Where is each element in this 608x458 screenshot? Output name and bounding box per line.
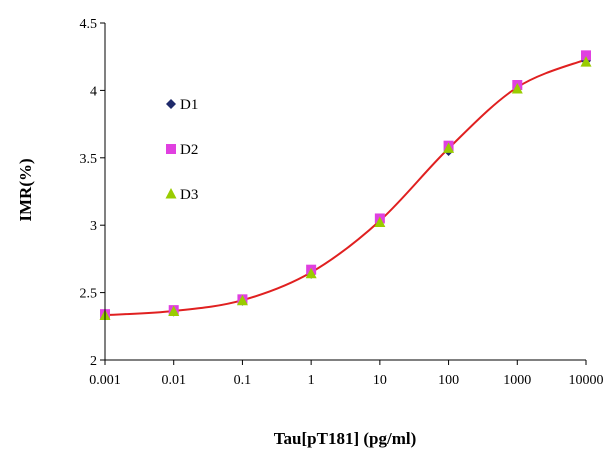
data-point-d3	[305, 267, 317, 279]
y-tick-label: 4.5	[80, 17, 98, 32]
x-tick-label: 10000	[569, 373, 604, 388]
x-axis-title: Tau[pT181] (pg/ml)	[274, 429, 416, 448]
legend-label-d1: D1	[180, 97, 198, 113]
legend-label-d3: D3	[180, 187, 198, 203]
data-point-d2	[581, 50, 591, 61]
legend-label-d2: D2	[180, 142, 198, 158]
y-axis-title: IMR(%)	[16, 158, 35, 221]
fit-curve	[104, 58, 587, 317]
legend-marker-d3	[165, 188, 177, 199]
markers-layer	[99, 50, 592, 321]
x-tick-label: 0.01	[161, 373, 186, 388]
data-point-d3	[374, 216, 386, 228]
y-tick-label: 3	[90, 219, 97, 234]
legend: D1 D2 D3	[165, 97, 198, 203]
data-point-d3	[168, 305, 180, 316]
axes: 2 2.5 3 3.5 4 4.5 0.001 0.01 0.1 1 10 100 1000 10000	[80, 17, 604, 388]
x-tick-label: 0.001	[89, 373, 121, 388]
y-tick-label: 2.5	[80, 287, 98, 302]
data-point-d3	[236, 294, 248, 306]
x-tick-label: 1000	[503, 373, 531, 388]
data-point-d3	[580, 56, 592, 67]
legend-marker-d2	[166, 144, 176, 154]
data-point-d3	[511, 83, 523, 94]
x-tick-label: 100	[438, 373, 459, 388]
x-tick-label: 0.1	[234, 373, 252, 388]
data-point-d3	[443, 142, 455, 153]
y-tick-label: 4	[90, 84, 97, 99]
fit-curve-layer	[104, 58, 587, 317]
x-tick-label: 10	[373, 373, 387, 388]
y-tick-label: 2	[90, 354, 97, 369]
y-tick-label: 3.5	[80, 152, 98, 167]
x-tick-label: 1	[308, 373, 315, 388]
legend-marker-d1	[166, 99, 176, 109]
